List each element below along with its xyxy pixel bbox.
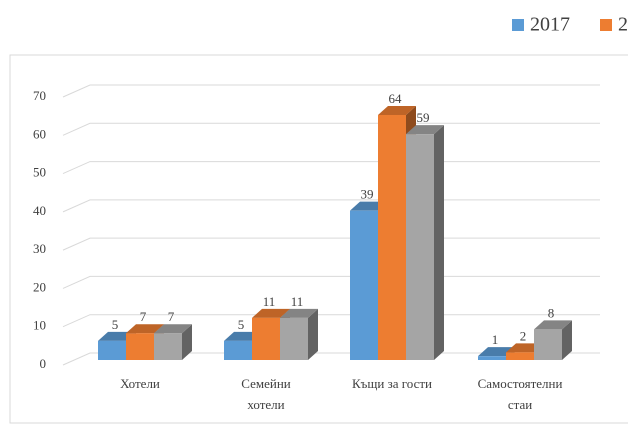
bar: [280, 317, 308, 360]
bar: [534, 329, 562, 360]
grid-line: [62, 237, 600, 251]
bar-top: [534, 320, 572, 330]
y-tick-label: 60: [33, 126, 46, 141]
bar: [478, 356, 506, 360]
grid-line: [62, 84, 600, 98]
bar: [350, 210, 378, 360]
bar: [252, 317, 280, 360]
data-label: 5: [238, 317, 245, 332]
bar: [378, 114, 406, 360]
data-label: 1: [492, 332, 499, 347]
bar-side: [182, 324, 192, 360]
y-tick-label: 70: [33, 88, 46, 103]
data-label: 59: [417, 110, 430, 125]
y-tick-label: 30: [33, 241, 46, 256]
bar: [224, 340, 252, 360]
data-label: 11: [291, 294, 304, 309]
bar: [154, 333, 182, 360]
y-tick-label: 40: [33, 203, 46, 218]
x-tick-label: Самостоятелни стаи: [478, 376, 563, 412]
bar-top: [154, 324, 192, 334]
bar: [406, 134, 434, 360]
bar-top: [252, 308, 290, 318]
y-tick-label: 20: [33, 279, 46, 294]
y-tick-label: 50: [33, 165, 46, 180]
bar-side: [308, 308, 318, 360]
bar-side: [434, 125, 444, 360]
legend-swatch: [512, 19, 524, 31]
bar-top: [280, 308, 318, 318]
legend-label: 2: [618, 14, 628, 36]
grid-line: [62, 122, 600, 136]
data-label: 39: [361, 187, 374, 202]
x-tick-label: Къщи за гости: [352, 376, 432, 391]
data-label: 64: [389, 91, 403, 106]
grid-line: [62, 161, 600, 175]
x-tick-label: Хотели: [120, 376, 160, 391]
legend-swatch: [600, 19, 612, 31]
x-tick-label: Семейни хотели: [241, 376, 291, 412]
data-label: 11: [263, 294, 276, 309]
data-label: 2: [520, 328, 527, 343]
y-tick-label: 0: [40, 356, 47, 371]
bar: [98, 340, 126, 360]
bar-side: [562, 320, 572, 360]
data-label: 8: [548, 305, 555, 320]
bar-top: [126, 324, 164, 334]
grid-line: [62, 275, 600, 289]
data-label: 5: [112, 317, 119, 332]
grid-line: [62, 199, 600, 213]
bar-top: [406, 125, 444, 135]
data-label: 7: [140, 309, 147, 324]
plot-frame: [9, 54, 628, 424]
data-label: 7: [168, 309, 175, 324]
bar: [506, 352, 534, 360]
bar: [126, 333, 154, 360]
y-tick-label: 10: [33, 318, 46, 333]
legend-label: 2017: [530, 14, 570, 36]
bar-top: [378, 105, 416, 115]
